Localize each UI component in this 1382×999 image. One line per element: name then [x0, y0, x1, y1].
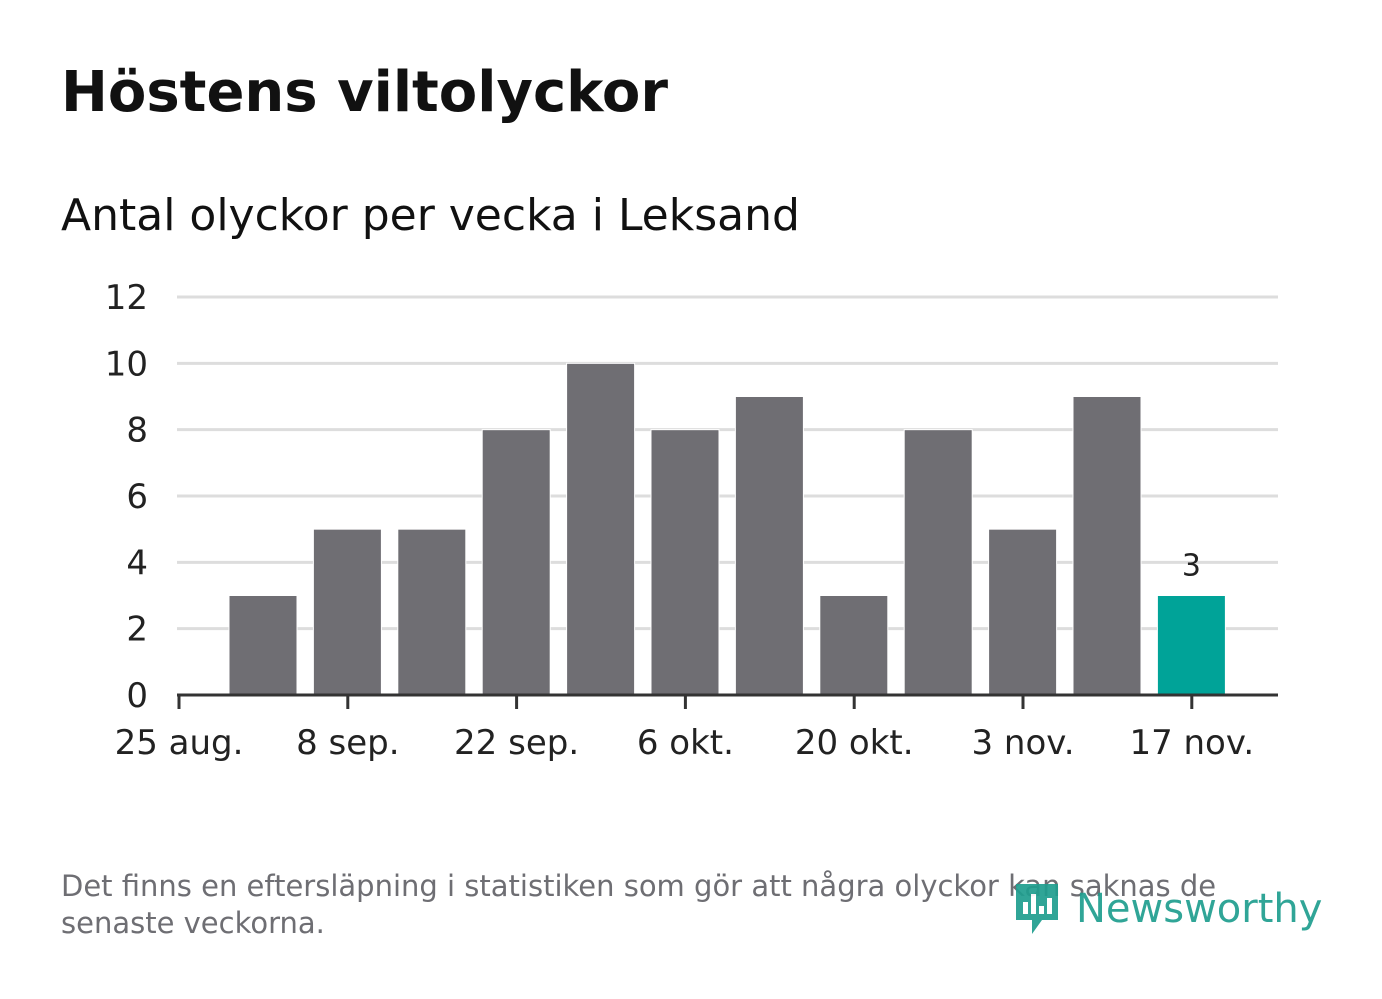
- bar: [1072, 396, 1142, 696]
- x-tick-label: 8 sep.: [296, 723, 399, 763]
- data-label: 3: [1182, 549, 1201, 584]
- bar: [228, 595, 298, 696]
- bar: [312, 528, 382, 696]
- bar-highlight: [1156, 595, 1226, 696]
- chart-title: Höstens viltolyckor: [61, 60, 668, 125]
- x-tick-label: 6 okt.: [637, 723, 734, 763]
- bar: [397, 528, 467, 696]
- bar: [903, 429, 973, 696]
- bar: [566, 362, 636, 696]
- y-tick-label: 8: [126, 411, 148, 451]
- bar-chart: 25 aug. 8 sep. 22 sep. 6 okt. 20 okt. 3 nov. 1…: [105, 278, 1278, 763]
- y-tick-label: 12: [105, 278, 148, 318]
- bar: [734, 396, 804, 696]
- x-tick-label: 20 okt.: [795, 723, 914, 763]
- x-tick-label: 22 sep.: [454, 723, 579, 763]
- chart-subtitle: Antal olyckor per vecka i Leksand: [61, 190, 800, 241]
- y-tick-label: 2: [126, 610, 148, 650]
- bar: [988, 528, 1058, 696]
- x-axis: 25 aug. 8 sep. 22 sep. 6 okt. 20 okt. 3 nov. 1…: [115, 693, 1278, 763]
- y-tick-label: 0: [126, 676, 148, 716]
- x-tick-label: 17 nov.: [1129, 723, 1254, 763]
- logo-text: Newsworthy: [1076, 886, 1323, 932]
- bar: [481, 429, 551, 696]
- bars: [228, 362, 1226, 696]
- data-labels: 3: [1182, 549, 1201, 584]
- y-tick-label: 6: [126, 477, 148, 517]
- y-axis-ticks: 0 2 4 6 8 10 12: [105, 278, 148, 716]
- newsworthy-logo: Newsworthy: [1012, 880, 1322, 938]
- x-tick-label: 3 nov.: [971, 723, 1074, 763]
- bar: [650, 429, 720, 696]
- newsworthy-logo-icon: [1016, 884, 1058, 934]
- y-tick-label: 4: [126, 543, 148, 583]
- x-tick-label: 25 aug.: [115, 723, 244, 763]
- bar: [819, 595, 889, 696]
- y-tick-label: 10: [105, 344, 148, 384]
